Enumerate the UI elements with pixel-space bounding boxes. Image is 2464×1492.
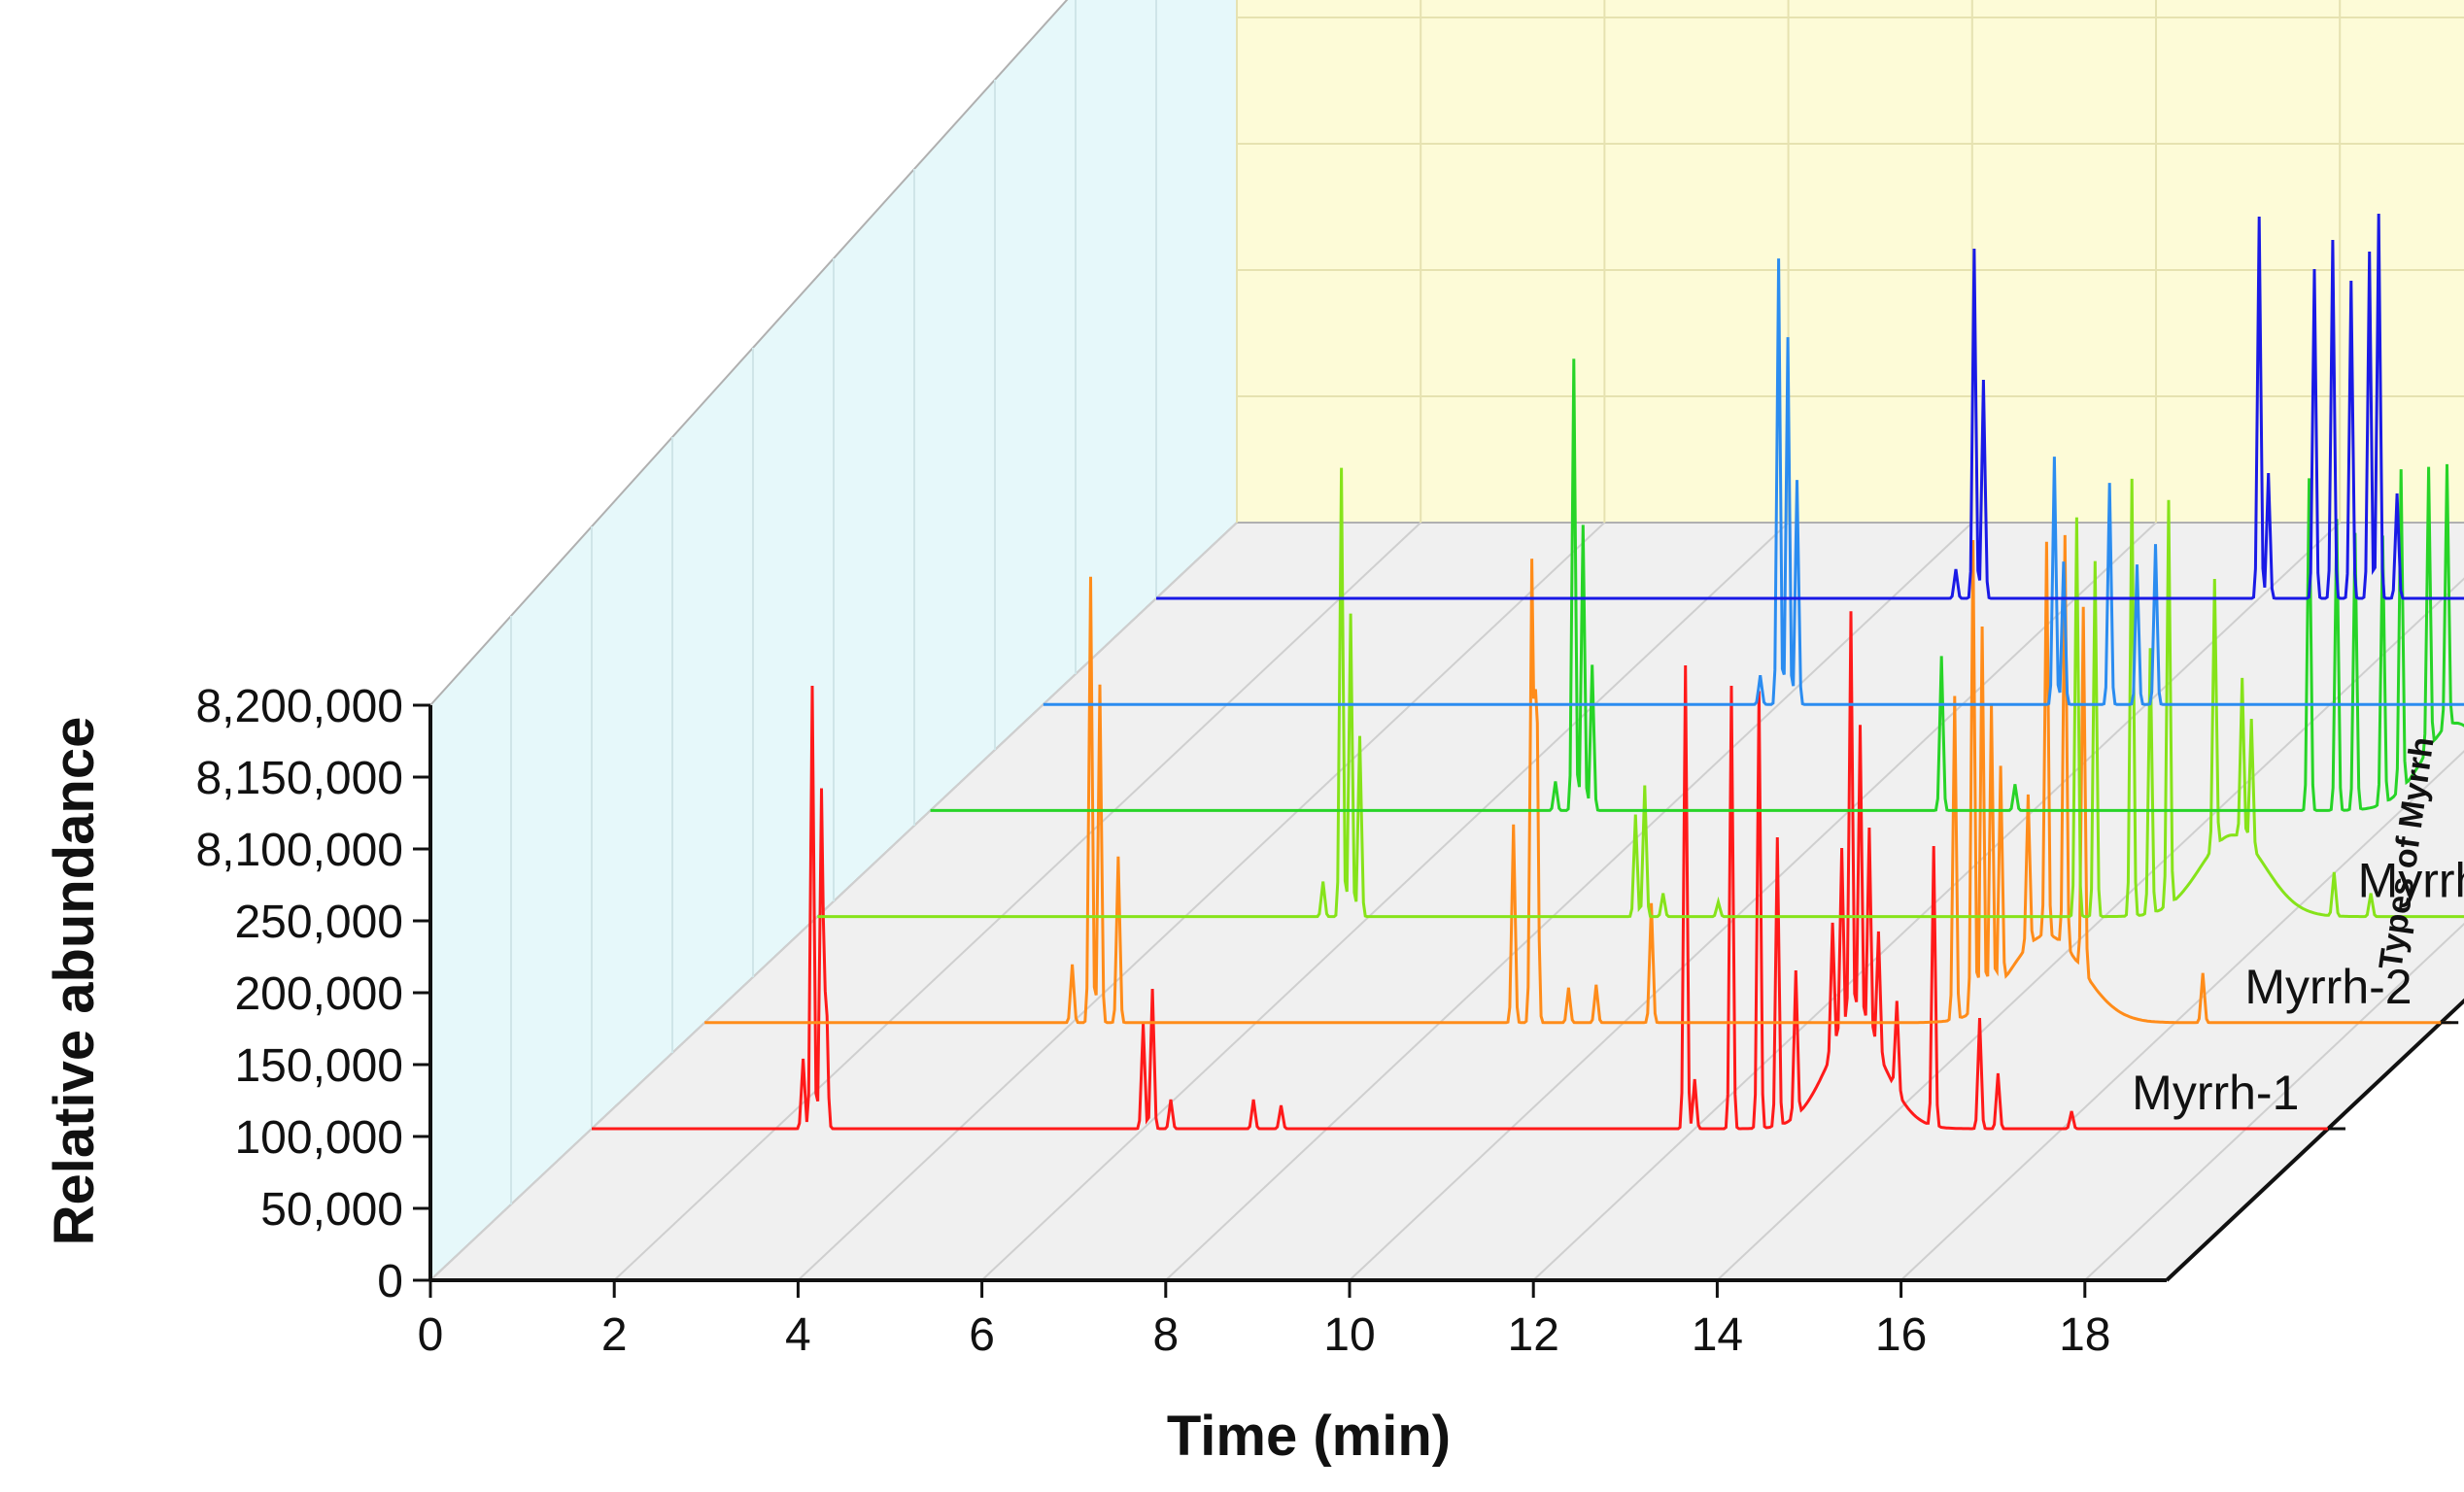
series-line-myrrh-4: [930, 358, 2464, 812]
series-line-myrrh-3: [817, 467, 2464, 919]
series-traces: Myrrh-1Myrrh-2Myrrh-3Myrrh-4Myrrh-5Myrrh…: [592, 213, 2464, 1131]
y-tick-label: 8,150,000: [195, 753, 403, 804]
floor-grid-line: [1716, 577, 2464, 1281]
x-tick-label: 0: [418, 1309, 444, 1361]
floor-grid-line: [613, 522, 1421, 1281]
floor-grid-line: [1532, 522, 2341, 1281]
x-tick-label: 4: [785, 1309, 811, 1361]
series-line-myrrh-6: [1156, 213, 2464, 600]
x-tick-label: 12: [1508, 1309, 1559, 1361]
depth-axis-line: [2165, 998, 2464, 1282]
y-tick-label: 0: [377, 1256, 403, 1307]
series-label-myrrh-2: Myrrh-2: [2244, 960, 2412, 1014]
y-tick-label: 8,100,000: [195, 825, 403, 876]
floor-grid-line: [1165, 522, 1973, 1281]
y-tick-label: 150,000: [234, 1040, 403, 1092]
y-axis-title: Relative abundance: [43, 717, 106, 1246]
y-tick-label: 200,000: [234, 968, 403, 1020]
x-axis-title: Time (min): [1167, 1405, 1451, 1468]
x-tick-label: 16: [1875, 1309, 1927, 1361]
y-tick-label: 8,200,000: [195, 681, 403, 732]
y-tick-label: 100,000: [234, 1112, 403, 1164]
x-tick-label: 6: [969, 1309, 995, 1361]
x-tick-label: 2: [601, 1309, 628, 1361]
series-line-myrrh-5: [1043, 258, 2464, 706]
series-line-myrrh-1: [592, 611, 2339, 1131]
floor-grid-line: [797, 522, 1606, 1281]
floor-grid-line: [1899, 750, 2464, 1281]
x-tick-label: 14: [1692, 1309, 1743, 1361]
y-tick-label: 50,000: [260, 1184, 403, 1236]
series-line-myrrh-2: [704, 534, 2451, 1025]
x-tick-label: 8: [1152, 1309, 1179, 1361]
floor-grid-line: [2084, 922, 2464, 1281]
y-tick-label: 250,000: [234, 897, 403, 948]
x-tick-label: 18: [2059, 1309, 2110, 1361]
floor-grid-line: [980, 522, 1790, 1281]
x-tick-label: 10: [1323, 1309, 1375, 1361]
floor-grid-line: [1349, 522, 2157, 1281]
series-label-myrrh-1: Myrrh-1: [2132, 1066, 2299, 1120]
series-label-myrrh-3: Myrrh-3: [2358, 854, 2464, 908]
axis-ticks: 0 2 4 6 8 10 12 14 16 18 0 50,000 100,000 150,000 200,…: [195, 681, 2110, 1361]
